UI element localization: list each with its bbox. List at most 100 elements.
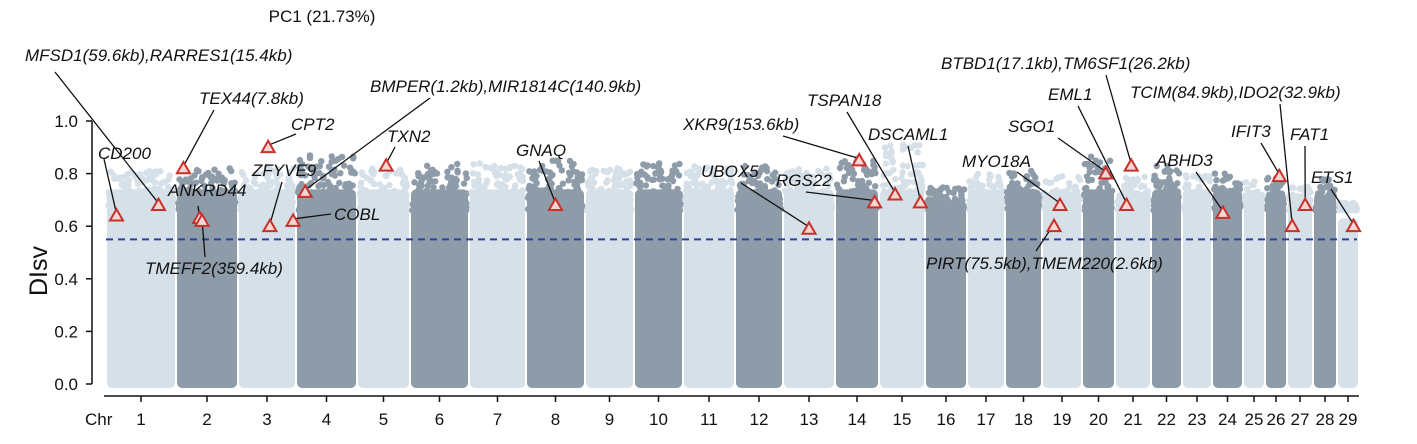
x-tick-label: 1 xyxy=(136,410,145,429)
annotation-tspan18: TSPAN18 xyxy=(807,91,904,201)
data-point xyxy=(1221,170,1228,177)
data-point xyxy=(899,190,906,197)
data-point xyxy=(727,167,735,174)
data-point xyxy=(273,170,280,177)
x-tick-label: 16 xyxy=(937,410,956,429)
data-point xyxy=(1004,197,1012,204)
data-point xyxy=(797,177,805,184)
gene-label: ANKRD44 xyxy=(167,181,246,200)
gene-label: CD200 xyxy=(98,144,151,163)
data-point xyxy=(185,192,192,199)
data-point xyxy=(810,179,817,186)
data-point xyxy=(784,180,791,188)
data-point xyxy=(714,206,721,213)
data-point xyxy=(236,195,244,202)
annotation-bmper-1-2kb-mir1814c-140-9kb-: BMPER(1.2kb),MIR1814C(140.9kb) xyxy=(296,77,641,198)
data-point xyxy=(742,206,749,213)
data-point xyxy=(810,173,817,181)
data-point xyxy=(252,180,259,188)
data-point xyxy=(671,162,679,169)
x-tick-label: 12 xyxy=(750,410,769,429)
data-point xyxy=(1094,188,1102,195)
gene-label: FAT1 xyxy=(1290,125,1329,144)
data-point xyxy=(289,187,297,194)
data-point xyxy=(156,186,163,193)
data-point xyxy=(1083,193,1090,201)
data-point xyxy=(430,184,437,191)
data-point xyxy=(286,174,293,181)
data-point xyxy=(447,181,454,188)
data-point xyxy=(1319,201,1326,208)
data-point xyxy=(1246,193,1253,200)
data-point xyxy=(468,202,476,209)
data-point xyxy=(318,204,325,211)
annotation-marker-triangle xyxy=(850,151,868,167)
gene-label: DSCAML1 xyxy=(868,125,948,144)
data-point xyxy=(1151,196,1158,203)
data-point xyxy=(409,201,417,208)
y-tick-label: 0.0 xyxy=(54,375,78,394)
data-point xyxy=(654,164,662,171)
data-point xyxy=(602,200,610,208)
data-point xyxy=(1159,199,1166,207)
chromosome-points-10 xyxy=(633,160,684,388)
data-point xyxy=(488,198,495,206)
data-point xyxy=(611,207,618,214)
data-point xyxy=(594,200,602,208)
data-point xyxy=(871,167,878,174)
data-point xyxy=(463,190,470,197)
data-point xyxy=(761,182,768,190)
data-point xyxy=(363,196,371,204)
data-point xyxy=(1024,201,1031,209)
data-point xyxy=(1139,207,1146,214)
data-point xyxy=(880,182,887,189)
data-point xyxy=(951,195,959,202)
chromosome-points-9 xyxy=(583,165,635,388)
data-point xyxy=(888,155,895,163)
data-point xyxy=(815,167,822,175)
data-point xyxy=(1327,182,1334,190)
data-point xyxy=(1089,189,1097,197)
chromosome-points-24 xyxy=(1211,170,1244,388)
data-point xyxy=(221,176,228,184)
chromosome-points-1 xyxy=(105,168,177,388)
data-point xyxy=(838,159,845,167)
annotation-marker-triangle xyxy=(866,194,883,209)
data-point xyxy=(1264,176,1271,183)
chromosome-points-16 xyxy=(924,184,968,388)
data-point xyxy=(257,186,264,193)
data-point xyxy=(687,172,694,180)
data-point xyxy=(624,201,631,208)
data-point xyxy=(226,165,233,172)
data-point xyxy=(614,190,621,197)
data-point xyxy=(596,186,603,194)
annotation-marker-triangle xyxy=(1051,196,1069,212)
data-point xyxy=(821,187,828,195)
data-point xyxy=(142,206,149,213)
chromosome-body-17 xyxy=(968,189,1004,388)
data-point xyxy=(822,201,829,208)
data-point xyxy=(126,177,133,184)
data-point xyxy=(206,207,214,214)
annotation-cpt2: CPT2 xyxy=(259,115,335,154)
data-point xyxy=(482,164,490,171)
data-point xyxy=(344,190,352,197)
chromosome-points-11 xyxy=(682,163,736,388)
data-point xyxy=(899,146,907,153)
data-point xyxy=(484,204,491,212)
data-point xyxy=(348,201,355,208)
annotation-abhd3: ABHD3 xyxy=(1155,151,1232,219)
data-point xyxy=(382,172,389,179)
data-point xyxy=(755,198,762,205)
data-point xyxy=(445,206,452,213)
data-point xyxy=(1017,206,1024,213)
annotation-marker-triangle xyxy=(912,194,929,209)
data-point xyxy=(1106,157,1114,164)
data-point xyxy=(1242,179,1250,186)
data-point xyxy=(175,200,182,207)
data-point xyxy=(1173,167,1180,174)
data-point xyxy=(424,190,431,197)
data-point xyxy=(637,193,645,200)
y-tick-label: 1.0 xyxy=(54,112,78,131)
